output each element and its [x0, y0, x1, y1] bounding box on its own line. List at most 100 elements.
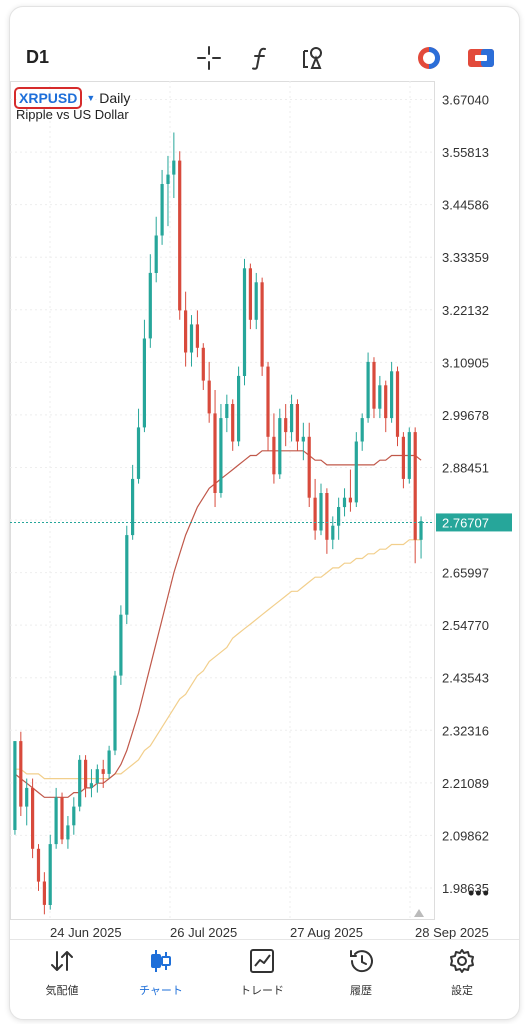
- candle-body: [25, 787, 29, 807]
- more-options-icon[interactable]: •••: [468, 883, 490, 903]
- candle-body: [231, 404, 235, 442]
- candle-body: [219, 418, 223, 493]
- settings-icon: [450, 949, 474, 973]
- date-axis-label: 26 Jul 2025: [170, 925, 237, 940]
- candle-body: [154, 235, 158, 273]
- candle-body: [413, 432, 417, 540]
- symbol-line: XRPUSD ▼ Daily: [14, 87, 130, 109]
- candle-body: [390, 371, 394, 419]
- nav-settings[interactable]: 設定: [422, 948, 502, 1008]
- chart-icon: [151, 950, 171, 972]
- price-axis-label: 3.10905: [442, 355, 489, 370]
- candle-body: [290, 404, 294, 433]
- price-axis-label: 2.43543: [442, 671, 489, 686]
- candle-body: [213, 413, 217, 493]
- candle-body: [172, 160, 176, 175]
- candle-body: [331, 525, 335, 540]
- candle-body: [101, 769, 105, 774]
- candle-body: [419, 521, 423, 540]
- date-axis-label: 24 Jun 2025: [50, 925, 122, 940]
- candle-body: [295, 404, 299, 442]
- current-price-tag: [436, 513, 512, 532]
- candle-body: [36, 848, 41, 882]
- objects-icon[interactable]: [298, 43, 328, 73]
- chart-area[interactable]: 3.67040 3.55813 3.44586 3.33359 3.22132 3.109…: [10, 81, 519, 941]
- candle-body: [360, 418, 364, 442]
- candle-body: [42, 881, 46, 905]
- candle-body: [248, 268, 252, 320]
- candle-body: [266, 366, 270, 437]
- price-axis-label: 3.22132: [442, 303, 489, 318]
- candle-body: [178, 160, 182, 311]
- candle-body: [107, 750, 111, 774]
- date-axis-label: 28 Sep 2025: [415, 925, 489, 940]
- price-axis-label: 2.54770: [442, 618, 489, 633]
- candle-body: [60, 797, 64, 840]
- candle-body: [372, 361, 376, 409]
- chart-toolbar: D1: [10, 7, 519, 77]
- price-chart[interactable]: 3.67040 3.55813 3.44586 3.33359 3.22132 3.109…: [10, 81, 519, 941]
- candle-body: [48, 844, 52, 905]
- candle-body: [19, 741, 23, 807]
- candle-body: [242, 268, 247, 376]
- candle-body: [78, 759, 82, 807]
- candle-body: [354, 441, 358, 503]
- candle-body: [95, 769, 99, 784]
- quotes-icon: [51, 951, 73, 971]
- moving-average-fast: [14, 450, 422, 798]
- candle-body: [307, 436, 311, 498]
- candle-body: [84, 759, 88, 788]
- nav-quotes[interactable]: 気配値: [22, 948, 102, 1008]
- nav-trade[interactable]: トレード: [222, 948, 302, 1008]
- candle-body: [31, 787, 35, 849]
- current-price-label: 2.76707: [442, 515, 489, 530]
- price-axis-label: 2.88451: [442, 460, 489, 475]
- candle-body: [260, 282, 264, 367]
- bottom-navigation: 気配値 チャート トレード 履歴 設定: [10, 939, 519, 1019]
- nav-label: チャート: [139, 985, 183, 997]
- color-scheme-icon[interactable]: [414, 43, 444, 73]
- candle-body: [254, 282, 258, 320]
- symbol-selector[interactable]: XRPUSD: [14, 87, 83, 109]
- candle-body: [160, 184, 164, 236]
- candle-body: [13, 741, 17, 830]
- candle-body: [166, 174, 170, 184]
- candle-body: [325, 493, 329, 540]
- candle-body: [337, 507, 341, 526]
- candle-body: [136, 427, 141, 479]
- price-axis-label: 2.09862: [442, 828, 489, 843]
- dropdown-arrow-icon[interactable]: ▼: [86, 93, 96, 103]
- candle-body: [54, 797, 58, 845]
- candle-body: [142, 338, 146, 428]
- nav-label: 気配値: [45, 985, 79, 997]
- candle-body: [395, 371, 400, 437]
- nav-label: トレード: [240, 985, 284, 997]
- scroll-end-marker: [414, 909, 424, 917]
- history-icon: [350, 950, 373, 973]
- candle-body: [72, 806, 76, 826]
- candle-body: [207, 380, 211, 414]
- trade-icon[interactable]: [466, 43, 496, 73]
- candle-body: [89, 783, 93, 788]
- plot-border: [10, 81, 435, 920]
- candle-body: [342, 497, 347, 508]
- trade-chart-icon: [250, 949, 274, 973]
- timeframe-button[interactable]: D1: [26, 47, 50, 67]
- candle-body: [148, 272, 152, 339]
- crosshair-icon[interactable]: [194, 43, 224, 73]
- date-axis-label: 27 Aug 2025: [290, 925, 363, 940]
- candle-body: [125, 535, 129, 615]
- price-axis-label: 2.99678: [442, 408, 489, 423]
- nav-history[interactable]: 履歴: [321, 948, 401, 1008]
- candle-body: [378, 385, 382, 409]
- candle-body: [184, 310, 188, 353]
- nav-chart[interactable]: チャート: [121, 948, 201, 1008]
- candle-body: [319, 493, 323, 531]
- period-label: Daily: [99, 90, 131, 106]
- price-axis-label: 2.65997: [442, 566, 489, 581]
- function-icon[interactable]: [246, 43, 276, 73]
- candle-body: [131, 478, 135, 536]
- candle-body: [348, 497, 352, 503]
- candle-body: [195, 324, 199, 348]
- price-axis-label: 3.33359: [442, 250, 489, 265]
